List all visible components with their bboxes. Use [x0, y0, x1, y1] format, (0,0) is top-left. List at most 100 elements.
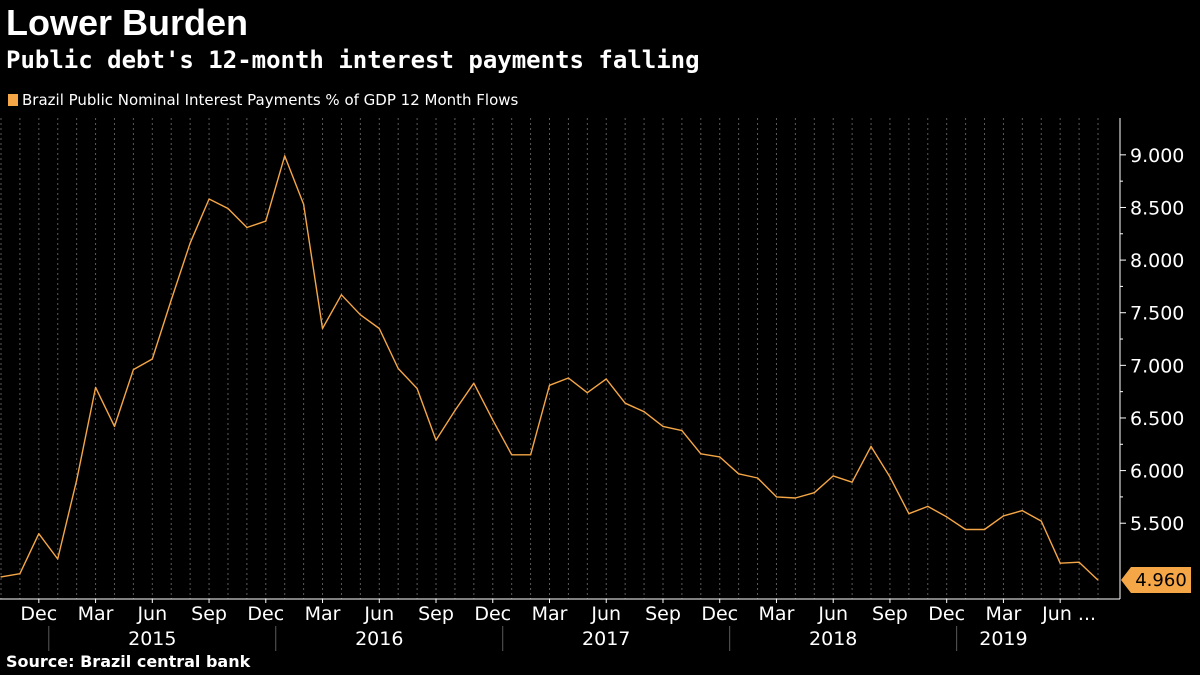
data-point	[208, 198, 210, 200]
data-point	[624, 402, 626, 404]
data-point	[719, 456, 721, 458]
x-tick-label: Dec	[20, 603, 57, 625]
data-point	[700, 453, 702, 455]
data-point	[586, 392, 588, 394]
data-point	[303, 203, 305, 205]
data-point	[19, 573, 21, 575]
chart-subtitle: Public debt's 12-month interest payments…	[6, 46, 700, 74]
data-point	[189, 242, 191, 244]
x-tick-label: Dec	[247, 603, 284, 625]
data-point	[416, 387, 418, 390]
data-point	[832, 475, 834, 477]
data-point	[284, 155, 286, 157]
y-tick-label: 6.500	[1130, 408, 1184, 430]
y-tick-label: 7.000	[1130, 355, 1184, 377]
data-point	[983, 528, 986, 531]
data-point	[662, 425, 664, 427]
last-value-label: 4.960	[1131, 567, 1191, 594]
data-point	[813, 492, 815, 494]
data-point	[794, 497, 796, 499]
data-point	[38, 533, 40, 535]
data-point	[1097, 579, 1099, 581]
y-tick-label: 8.000	[1130, 250, 1184, 272]
y-tick-label: 6.000	[1130, 461, 1184, 483]
chart-title: Lower Burden	[6, 2, 249, 43]
x-tick-label: Mar	[78, 603, 114, 625]
legend: Brazil Public Nominal Interest Payments …	[8, 91, 518, 109]
source-note: Source: Brazil central bank	[6, 652, 251, 671]
data-point	[946, 516, 948, 518]
data-point	[1002, 515, 1005, 517]
x-year-label: 2017	[582, 628, 630, 650]
x-tick-label: Jun	[590, 603, 621, 625]
data-point	[643, 411, 645, 413]
grid-layer	[0, 118, 1099, 599]
data-point	[908, 513, 910, 515]
legend-swatch	[8, 94, 18, 106]
y-tick-label: 8.500	[1130, 197, 1184, 219]
data-point	[889, 476, 891, 478]
x-tick-label: Mar	[986, 603, 1022, 625]
x-tick-label: Sep	[645, 603, 681, 625]
data-point	[775, 496, 778, 498]
data-point	[132, 368, 134, 371]
data-point	[511, 454, 513, 456]
y-tick-label: 5.500	[1130, 513, 1184, 535]
data-point	[397, 367, 399, 370]
x-tick-label: Sep	[418, 603, 454, 625]
data-point	[57, 558, 59, 560]
last-value-pointer	[1121, 567, 1131, 594]
x-tick-label: Mar	[305, 603, 341, 625]
axis-layer: 9.000 8.500 8.000 7.500 7.000 6.500 6.000 5.500…	[0, 118, 1184, 651]
data-point	[359, 314, 361, 316]
data-point	[605, 378, 607, 380]
data-point	[265, 220, 267, 222]
data-point	[756, 477, 759, 479]
data-point	[246, 226, 248, 229]
y-tick-label: 9.000	[1130, 145, 1184, 167]
data-point	[170, 299, 172, 301]
x-tick-label: Jun	[817, 603, 848, 625]
data-point	[435, 439, 437, 441]
data-point	[681, 429, 683, 432]
data-point	[492, 419, 494, 421]
x-year-label: 2019	[979, 628, 1027, 650]
x-tick-label: Jun	[136, 603, 167, 625]
data-point	[113, 425, 116, 427]
data-point	[870, 445, 872, 447]
data-point	[378, 327, 380, 330]
x-year-label: 2016	[355, 628, 403, 650]
x-tick-label: Jun	[363, 603, 394, 625]
data-point	[1021, 509, 1023, 512]
x-tick-label: Dec	[928, 603, 965, 625]
x-tick-label: Dec	[474, 603, 511, 625]
x-tick-label: Sep	[872, 603, 908, 625]
data-point	[321, 327, 324, 330]
data-point	[965, 528, 967, 531]
data-point	[738, 473, 740, 475]
data-point	[1059, 562, 1061, 564]
data-point	[529, 454, 532, 456]
series-layer	[0, 155, 1099, 581]
y-tick-label: 7.500	[1130, 303, 1184, 325]
x-tick-label: Mar	[759, 603, 795, 625]
x-tick-label: Jun ...	[1041, 603, 1096, 625]
legend-label: Brazil Public Nominal Interest Payments …	[22, 91, 519, 109]
data-point	[76, 479, 78, 481]
x-tick-label: Sep	[191, 603, 227, 625]
x-tick-label: Dec	[701, 603, 738, 625]
data-point	[567, 377, 570, 379]
data-point	[473, 382, 475, 384]
x-year-label: 2018	[809, 628, 857, 650]
data-point	[0, 576, 2, 578]
data-point	[851, 481, 853, 483]
data-point	[227, 207, 229, 210]
data-point	[94, 386, 97, 389]
data-point	[548, 384, 551, 386]
data-point	[927, 505, 929, 507]
x-year-label: 2015	[128, 628, 176, 650]
data-point	[1040, 520, 1042, 522]
x-tick-label: Mar	[532, 603, 568, 625]
data-point	[454, 409, 456, 412]
